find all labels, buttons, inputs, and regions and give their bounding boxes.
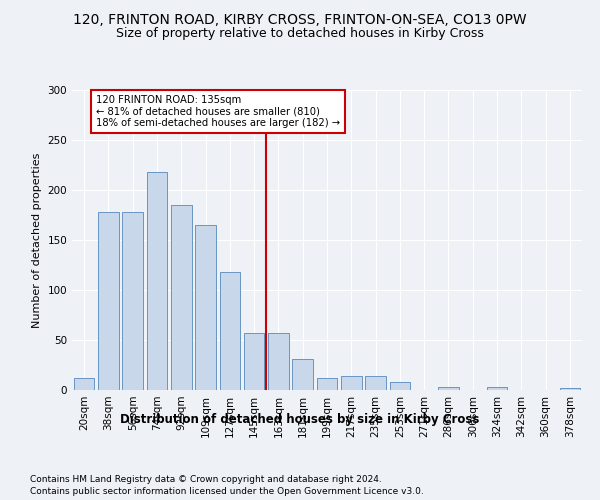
Bar xyxy=(438,387,459,390)
Text: 120 FRINTON ROAD: 135sqm
← 81% of detached houses are smaller (810)
18% of semi-: 120 FRINTON ROAD: 135sqm ← 81% of detach… xyxy=(96,95,340,128)
Bar xyxy=(244,333,265,390)
Bar xyxy=(171,205,191,390)
Bar xyxy=(317,378,337,390)
Bar xyxy=(146,172,167,390)
Text: 120, FRINTON ROAD, KIRBY CROSS, FRINTON-ON-SEA, CO13 0PW: 120, FRINTON ROAD, KIRBY CROSS, FRINTON-… xyxy=(73,12,527,26)
Bar xyxy=(560,388,580,390)
Y-axis label: Number of detached properties: Number of detached properties xyxy=(32,152,42,328)
Bar xyxy=(389,382,410,390)
Text: Size of property relative to detached houses in Kirby Cross: Size of property relative to detached ho… xyxy=(116,28,484,40)
Bar xyxy=(487,387,508,390)
Bar xyxy=(268,333,289,390)
Bar xyxy=(74,378,94,390)
Text: Distribution of detached houses by size in Kirby Cross: Distribution of detached houses by size … xyxy=(121,412,479,426)
Bar xyxy=(292,359,313,390)
Bar xyxy=(98,212,119,390)
Text: Contains HM Land Registry data © Crown copyright and database right 2024.: Contains HM Land Registry data © Crown c… xyxy=(30,475,382,484)
Bar xyxy=(341,376,362,390)
Bar xyxy=(365,376,386,390)
Text: Contains public sector information licensed under the Open Government Licence v3: Contains public sector information licen… xyxy=(30,488,424,496)
Bar xyxy=(195,225,216,390)
Bar xyxy=(220,272,240,390)
Bar xyxy=(122,212,143,390)
